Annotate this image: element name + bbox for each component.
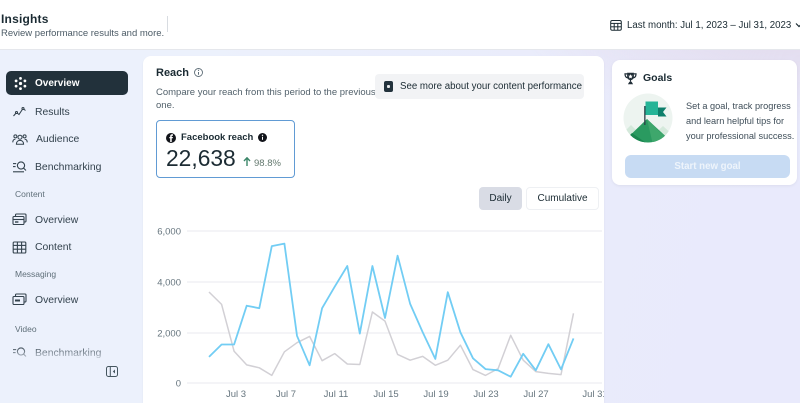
svg-text:Jul 3: Jul 3 [226,389,246,400]
svg-text:Jul 15: Jul 15 [373,389,398,400]
svg-text:2,000: 2,000 [157,329,181,340]
svg-text:4,000: 4,000 [157,278,181,289]
svg-text:Jul 11: Jul 11 [324,389,349,400]
svg-text:6,000: 6,000 [157,227,181,238]
svg-text:Jul 31: Jul 31 [582,389,604,400]
svg-text:Jul 19: Jul 19 [423,389,448,400]
svg-text:Jul 23: Jul 23 [473,389,498,400]
svg-text:Jul 7: Jul 7 [276,389,296,400]
svg-text:0: 0 [176,379,181,390]
svg-text:Jul 27: Jul 27 [523,389,548,400]
